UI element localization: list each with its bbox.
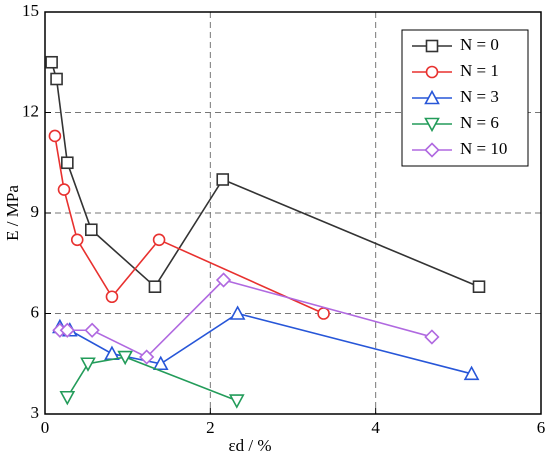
marker xyxy=(50,72,63,86)
legend-label: N = 1 xyxy=(460,61,499,80)
marker xyxy=(139,349,155,365)
marker xyxy=(228,394,245,409)
y-axis-label: E / MPa xyxy=(3,185,22,241)
marker xyxy=(424,329,440,345)
marker xyxy=(48,129,62,143)
legend-label: N = 10 xyxy=(460,139,507,158)
marker xyxy=(424,142,440,158)
x-tick-label: 2 xyxy=(206,418,215,437)
y-tick-label: 9 xyxy=(31,202,40,221)
y-tick-label: 15 xyxy=(22,1,39,20)
marker xyxy=(80,357,96,372)
marker xyxy=(317,307,330,320)
marker xyxy=(215,272,232,288)
marker xyxy=(84,223,98,237)
x-axis-label: εd / % xyxy=(228,436,271,455)
legend-label: N = 0 xyxy=(460,35,499,54)
marker xyxy=(70,233,84,247)
marker xyxy=(425,39,439,53)
series-line xyxy=(59,312,472,375)
marker xyxy=(117,350,134,366)
y-tick-label: 12 xyxy=(22,101,39,120)
x-tick-label: 6 xyxy=(537,418,546,437)
legend-label: N = 6 xyxy=(460,113,499,132)
marker xyxy=(424,117,440,133)
marker xyxy=(45,55,58,69)
x-tick-label: 4 xyxy=(371,418,380,437)
marker xyxy=(57,183,71,196)
plot-frame xyxy=(44,11,542,415)
y-tick-label: 6 xyxy=(31,302,40,321)
marker xyxy=(152,233,166,247)
marker xyxy=(424,89,440,105)
marker xyxy=(463,365,480,381)
marker xyxy=(59,322,75,338)
marker xyxy=(59,390,76,406)
marker xyxy=(148,280,162,294)
marker xyxy=(105,290,119,304)
marker xyxy=(84,322,100,338)
marker xyxy=(152,355,169,371)
marker xyxy=(472,280,486,294)
marker xyxy=(104,345,120,361)
series-line xyxy=(66,356,238,402)
y-tick-label: 3 xyxy=(31,403,40,422)
marker xyxy=(61,156,74,170)
x-tick-label: 0 xyxy=(41,418,50,437)
marker xyxy=(216,173,230,186)
marker xyxy=(229,305,246,320)
series-line xyxy=(54,135,324,315)
marker xyxy=(425,65,439,79)
legend-label: N = 3 xyxy=(460,87,499,106)
